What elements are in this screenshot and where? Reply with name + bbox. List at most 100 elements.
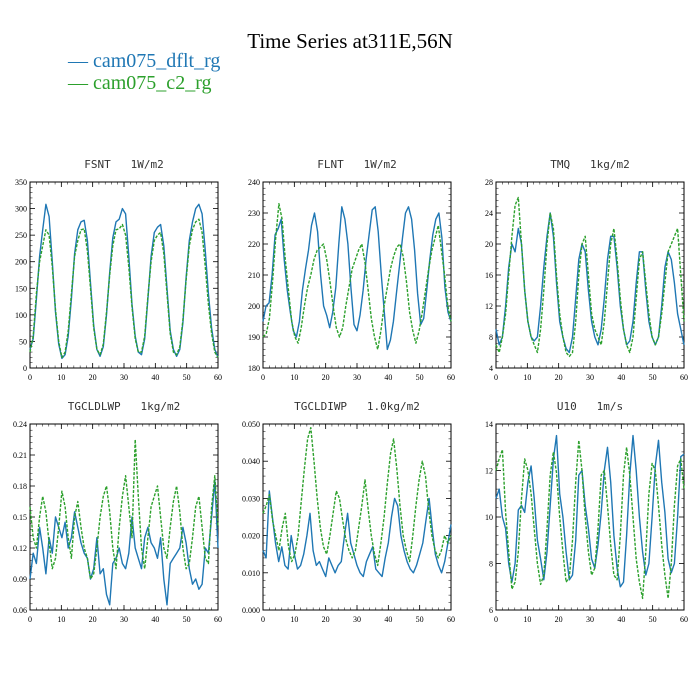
- page-title: Time Series at311E,56N: [247, 29, 453, 53]
- plot-frame: [262, 423, 452, 611]
- x-tick-label: 30: [586, 373, 594, 382]
- y-tick-label: 100: [15, 311, 27, 320]
- y-tick-label: 0.020: [242, 532, 260, 541]
- y-tick-label: 180: [248, 364, 260, 373]
- series-line-cam075_c2_rg: [262, 427, 452, 567]
- y-tick-label: 0.040: [242, 457, 260, 466]
- x-tick-label: 0: [261, 615, 265, 624]
- x-tick-label: 40: [617, 373, 625, 382]
- x-tick-label: 60: [680, 373, 688, 382]
- series-line-cam075_c2_rg: [262, 202, 452, 351]
- y-tick-label: 28: [485, 178, 493, 187]
- y-tick-label: 250: [15, 231, 27, 240]
- y-tick-label: 0.050: [242, 420, 260, 429]
- y-tick-label: 0: [23, 364, 27, 373]
- series-line-cam075_c2_rg: [495, 439, 685, 600]
- panel-title: FLNT 1W/m2: [317, 158, 396, 171]
- x-tick-label: 20: [555, 615, 563, 624]
- x-tick-label: 30: [353, 615, 361, 624]
- y-tick-label: 16: [485, 271, 493, 280]
- x-tick-label: 60: [680, 615, 688, 624]
- x-tick-label: 40: [151, 615, 159, 624]
- x-tick-label: 20: [555, 373, 563, 382]
- series-line-cam075_dflt_rg: [495, 434, 685, 588]
- x-tick-label: 0: [28, 615, 32, 624]
- x-tick-label: 30: [120, 615, 128, 624]
- x-tick-label: 50: [649, 373, 657, 382]
- y-tick-label: 240: [248, 178, 260, 187]
- y-tick-label: 0.18: [13, 482, 27, 491]
- x-tick-label: 10: [57, 373, 65, 382]
- y-tick-label: 210: [248, 271, 260, 280]
- plot-frame: [262, 181, 452, 369]
- y-tick-label: 200: [15, 258, 27, 267]
- x-tick-label: 20: [89, 615, 97, 624]
- x-tick-label: 30: [586, 615, 594, 624]
- y-tick-label: 50: [19, 337, 27, 346]
- x-tick-label: 10: [290, 615, 298, 624]
- x-tick-label: 50: [649, 615, 657, 624]
- chart-panel-4: TGCLDLWP 1kg/m2 0 10 20 30 40 50 60 0.06 0.09 0.12…: [13, 400, 222, 624]
- x-tick-label: 0: [261, 373, 265, 382]
- x-tick-label: 10: [523, 373, 531, 382]
- y-tick-label: 20: [485, 240, 493, 249]
- series-line-cam075_c2_rg: [29, 438, 219, 580]
- y-tick-label: 0.000: [242, 606, 260, 615]
- x-tick-label: 20: [322, 373, 330, 382]
- y-tick-label: 24: [485, 209, 493, 218]
- series-line-cam075_dflt_rg: [29, 480, 219, 606]
- x-tick-label: 0: [494, 373, 498, 382]
- x-tick-label: 60: [214, 373, 222, 382]
- panel-title: TGCLDIWP 1.0kg/m2: [294, 400, 420, 413]
- x-tick-label: 40: [384, 373, 392, 382]
- y-tick-label: 220: [248, 240, 260, 249]
- y-tick-label: 0.12: [13, 544, 27, 553]
- plot-frame: [29, 423, 219, 611]
- legend-entry-c2: — cam075_c2_rg: [68, 72, 212, 94]
- x-tick-label: 30: [353, 373, 361, 382]
- y-tick-label: 150: [15, 284, 27, 293]
- y-tick-label: 300: [15, 205, 27, 214]
- chart-panel-6: U10 1m/s 0 10 20 30 40 50 60 6 8 10 12 14: [485, 400, 688, 624]
- y-tick-label: 12: [485, 302, 493, 311]
- y-tick-label: 8: [489, 560, 493, 569]
- y-tick-label: 4: [489, 364, 493, 373]
- x-tick-label: 60: [447, 373, 455, 382]
- x-tick-label: 40: [617, 615, 625, 624]
- x-tick-label: 40: [151, 373, 159, 382]
- series-line-cam075_dflt_rg: [262, 206, 452, 351]
- x-tick-label: 50: [416, 373, 424, 382]
- y-tick-label: 350: [15, 178, 27, 187]
- y-tick-label: 12: [485, 467, 493, 476]
- y-tick-label: 0.24: [13, 420, 27, 429]
- chart-panel-3: TMQ 1kg/m2 0 10 20 30 40 50 60 4 8 12 16 20 24 28: [485, 158, 688, 382]
- series-line-cam075_c2_rg: [495, 196, 685, 358]
- x-tick-label: 60: [214, 615, 222, 624]
- x-tick-label: 50: [416, 615, 424, 624]
- plot-frame: [495, 423, 685, 611]
- x-tick-label: 40: [384, 615, 392, 624]
- y-tick-label: 14: [485, 420, 493, 429]
- panel-title: TGCLDLWP 1kg/m2: [68, 400, 181, 413]
- y-tick-label: 200: [248, 302, 260, 311]
- series-line-cam075_dflt_rg: [262, 490, 452, 578]
- legend-entry-dflt: — cam075_dflt_rg: [68, 50, 221, 72]
- series-line-cam075_c2_rg: [29, 218, 219, 359]
- x-tick-label: 0: [28, 373, 32, 382]
- x-tick-label: 0: [494, 615, 498, 624]
- x-tick-label: 60: [447, 615, 455, 624]
- y-tick-label: 230: [248, 209, 260, 218]
- y-tick-label: 0.06: [13, 606, 27, 615]
- x-tick-label: 30: [120, 373, 128, 382]
- y-tick-label: 6: [489, 606, 493, 615]
- chart-panel-5: TGCLDIWP 1.0kg/m2 0 10 20 30 40 50 60 0.000 0.010…: [242, 400, 455, 624]
- x-tick-label: 50: [183, 373, 191, 382]
- panel-title: TMQ 1kg/m2: [550, 158, 629, 171]
- chart-panel-2: FLNT 1W/m2 0 10 20 30 40 50 60 180 190 200 210 220 23…: [248, 158, 455, 382]
- y-tick-label: 0.15: [13, 513, 27, 522]
- y-tick-label: 8: [489, 333, 493, 342]
- y-tick-label: 0.030: [242, 494, 260, 503]
- x-tick-label: 10: [290, 373, 298, 382]
- y-tick-label: 190: [248, 333, 260, 342]
- legend: — cam075_dflt_rg — cam075_c2_rg: [68, 50, 220, 94]
